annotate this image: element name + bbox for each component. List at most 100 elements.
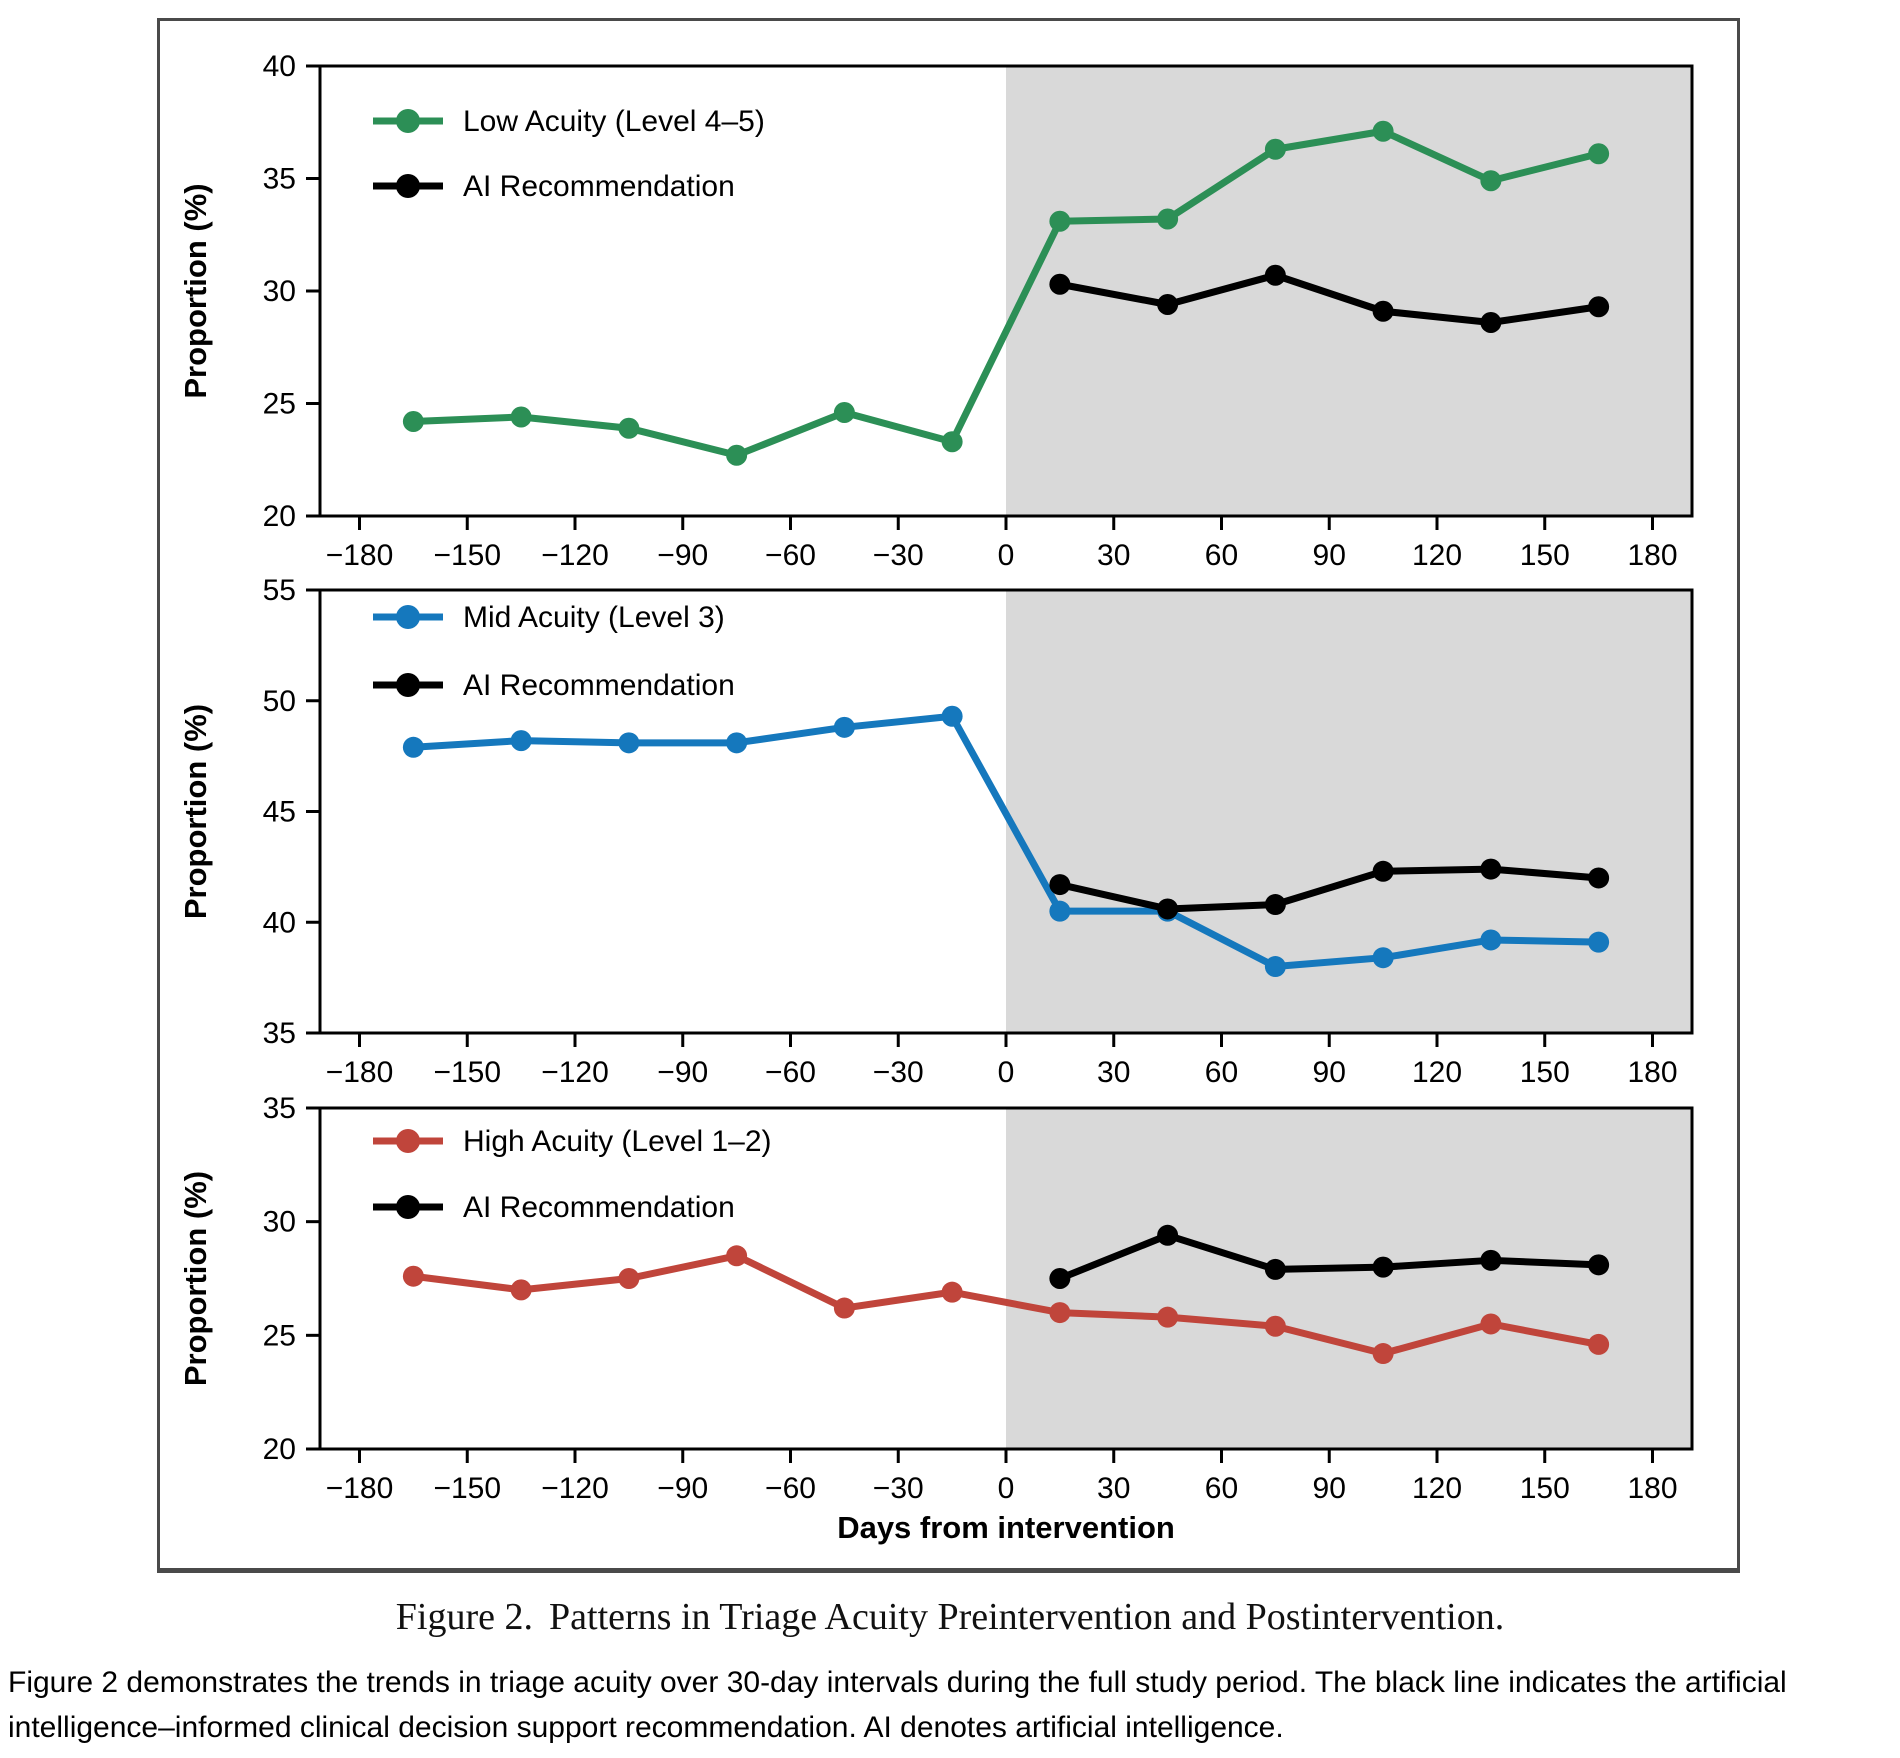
x-tick-label: 90 <box>1313 539 1346 572</box>
y-tick-label: 45 <box>263 796 296 829</box>
chart-low-acuity: −180 −150 −120 −90 −60 −30 0 30 60 90 120 150 180202… <box>178 50 1694 572</box>
y-tick-label: 35 <box>263 1017 296 1050</box>
data-point <box>833 1297 855 1319</box>
x-tick-label: 0 <box>998 539 1015 572</box>
data-point <box>1049 1268 1071 1289</box>
series-line <box>409 712 1603 971</box>
legend-entry: High Acuity (Level 1–2) <box>373 1125 772 1158</box>
data-point <box>726 444 748 466</box>
series-line <box>409 1252 1603 1358</box>
data-point <box>1372 120 1394 142</box>
y-tick-label: 25 <box>263 1319 296 1352</box>
series-line <box>409 127 1603 459</box>
x-tick-label: −150 <box>433 1472 501 1505</box>
data-point <box>402 1265 424 1287</box>
data-point <box>1588 296 1610 318</box>
y-tick-label: 55 <box>263 574 296 607</box>
y-tick-label: 40 <box>263 906 296 939</box>
data-point <box>618 732 640 754</box>
legend-marker <box>396 1129 420 1153</box>
data-point <box>402 736 424 758</box>
x-axis: −180 −150 −120 −90 −60 −30 0 30 60 90 120 150 180 <box>326 1033 1678 1089</box>
postintervention-shaded-region <box>1006 66 1692 516</box>
postintervention-shaded-region <box>1006 1108 1692 1449</box>
x-tick-label: −120 <box>541 539 609 572</box>
data-point <box>1264 1315 1286 1337</box>
legend-marker <box>396 605 420 629</box>
x-axis-title: Days from intervention <box>837 1510 1175 1545</box>
x-tick-label: −60 <box>765 1472 816 1505</box>
y-axis: 35 40 45 50 55 <box>263 574 320 1050</box>
y-tick-label: 50 <box>263 685 296 718</box>
legend-marker <box>396 673 420 697</box>
data-point <box>1588 1333 1610 1355</box>
data-point <box>1480 170 1502 192</box>
data-point <box>1372 1256 1394 1278</box>
x-tick-label: 120 <box>1412 1472 1462 1505</box>
figure-panel: −180 −150 −120 −90 −60 −30 0 30 60 90 120 150 180 20 2… <box>157 18 1740 1573</box>
legend-label: High Acuity (Level 1–2) <box>463 1125 772 1158</box>
data-point <box>1264 1258 1286 1280</box>
legend-label: AI Recommendation <box>463 1191 735 1224</box>
x-tick-label: 150 <box>1520 1472 1570 1505</box>
y-tick-label: 20 <box>263 500 296 533</box>
x-tick-label: 120 <box>1412 539 1462 572</box>
data-point <box>1372 860 1394 882</box>
legend-entry: Mid Acuity (Level 3) <box>373 601 725 634</box>
x-tick-label: 90 <box>1313 1472 1346 1505</box>
series-ai-recommendation <box>1049 264 1610 333</box>
data-point <box>1049 1302 1071 1324</box>
data-point <box>726 1245 748 1267</box>
x-tick-label: −120 <box>541 1472 609 1505</box>
data-point <box>1264 138 1286 160</box>
legend-entry: Low Acuity (Level 4–5) <box>373 105 765 138</box>
figure-footnote-line: Figure 2 demonstrates the trends in tria… <box>8 1666 1787 1699</box>
x-tick-label: −120 <box>541 1056 609 1089</box>
legend-marker <box>396 1195 420 1219</box>
figure-footnote: Figure 2 demonstrates the trends in tria… <box>8 1660 1898 1750</box>
x-tick-label: −90 <box>657 539 708 572</box>
x-tick-label: 150 <box>1520 539 1570 572</box>
x-tick-label: 0 <box>998 1472 1015 1505</box>
data-point <box>1372 947 1394 969</box>
chart-mid-acuity: −180 −150 −120 −90 −60 −30 0 30 60 90 120 150 180 35 4… <box>178 574 1694 1089</box>
data-point <box>402 411 424 432</box>
data-point <box>510 1279 532 1301</box>
data-point <box>1049 874 1071 896</box>
legend-marker <box>396 174 420 198</box>
x-tick-label: −30 <box>873 1472 924 1505</box>
y-axis: 20 25 30 35 40 <box>263 50 320 533</box>
legend-entry: AI Recommendation <box>373 669 735 702</box>
figure-caption-title: Patterns in Triage Acuity Preinterventio… <box>549 1596 1505 1638</box>
series-ai-recommendation <box>1049 1224 1610 1289</box>
x-tick-label: −180 <box>326 1056 394 1089</box>
legend-label: AI Recommendation <box>463 170 735 203</box>
x-axis: −180 −150 −120 −90 −60 −30 0 30 60 90 120 150 180 <box>326 516 1678 572</box>
y-tick-label: 35 <box>263 163 296 196</box>
data-point <box>510 406 532 428</box>
x-tick-label: 150 <box>1520 1056 1570 1089</box>
x-tick-label: −150 <box>433 1056 501 1089</box>
y-tick-label: 30 <box>263 275 296 308</box>
x-tick-label: 60 <box>1205 1472 1238 1505</box>
data-point <box>1588 1254 1610 1276</box>
data-point <box>1480 858 1502 880</box>
x-tick-label: 0 <box>998 1056 1015 1089</box>
figure-caption: Figure 2. Patterns in Triage Acuity Prein… <box>0 1595 1900 1639</box>
data-point <box>833 402 855 423</box>
legend-entry: AI Recommendation <box>373 170 735 203</box>
chart-high-acuity: −180 −150 −120 −90 −60 −30 0 30 60 90 120 150 180202… <box>178 1092 1694 1545</box>
x-tick-label: 60 <box>1205 539 1238 572</box>
series-line <box>1056 271 1603 326</box>
data-point <box>1049 900 1071 922</box>
data-point <box>1157 898 1179 920</box>
data-point <box>1480 1313 1502 1335</box>
data-point <box>1372 300 1394 322</box>
x-tick-label: −180 <box>326 539 394 572</box>
data-point <box>618 417 640 439</box>
series-ai-recommendation <box>1049 858 1610 920</box>
y-axis: 20 25 30 35 <box>263 1092 320 1466</box>
data-point <box>1372 1343 1394 1365</box>
data-point <box>1588 867 1610 889</box>
series-line <box>1056 865 1603 913</box>
